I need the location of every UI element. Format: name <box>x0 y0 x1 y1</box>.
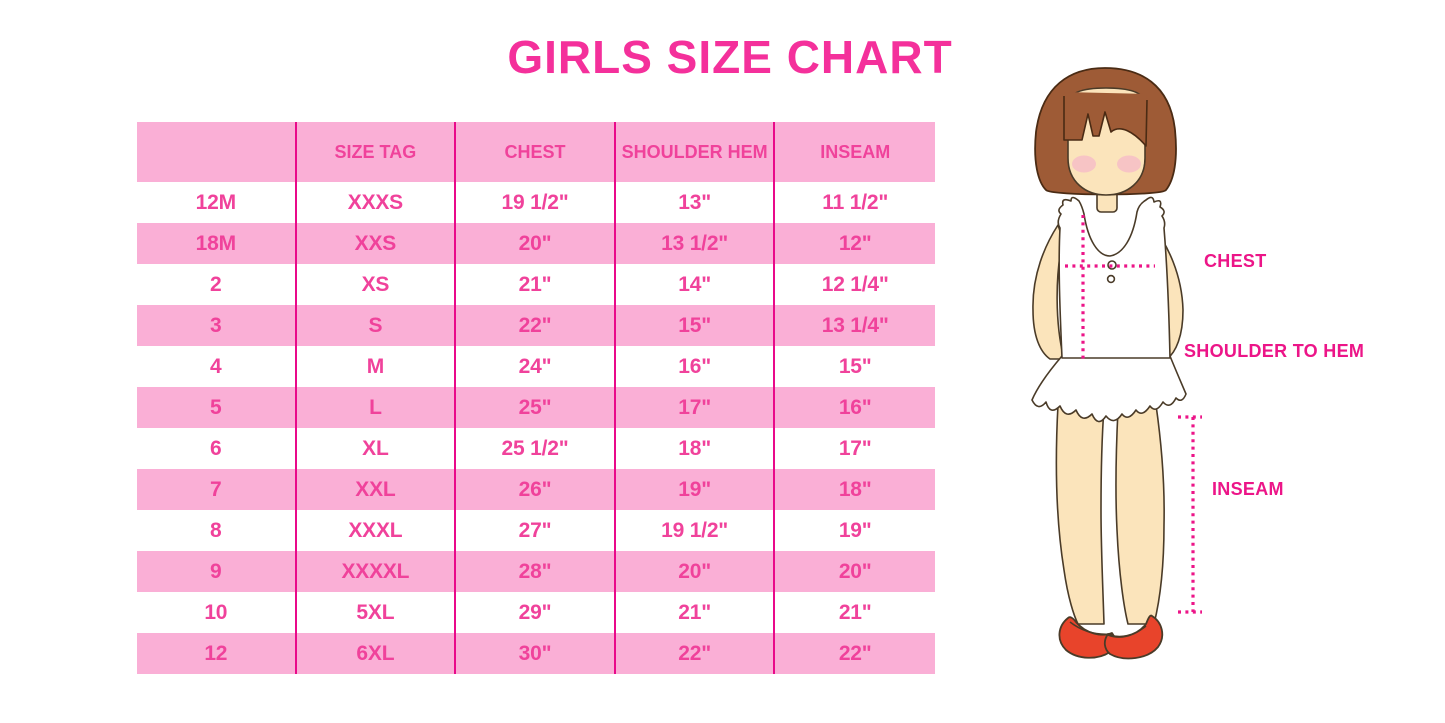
table-cell: 6 <box>137 428 297 469</box>
table-cell: L <box>297 387 457 428</box>
header-cell-size <box>137 122 297 182</box>
table-cell: 18" <box>616 428 776 469</box>
table-cell: 12" <box>838 231 872 255</box>
table-cell: 9 <box>137 551 297 592</box>
table-cell: 16" <box>616 346 776 387</box>
table-cell: 20" <box>616 551 776 592</box>
table-cell: 14" <box>616 264 776 305</box>
table-cell: XXXL <box>297 510 457 551</box>
table-cell: 6XL <box>297 633 457 674</box>
table-row: 4 M 24" 16" 15" <box>137 346 935 387</box>
header-cell-size-tag: SIZE TAG <box>297 122 457 182</box>
table-cell: 28" <box>456 551 616 592</box>
table-cell: 19 1/2" <box>456 182 616 223</box>
header-cell-chest: CHEST <box>456 122 616 182</box>
table-cell: 15" <box>616 305 776 346</box>
table-cell: 5XL <box>297 592 457 633</box>
table-cell: XXXS <box>297 182 457 223</box>
table-cell: 21" <box>838 600 872 624</box>
table-cell: 20" <box>456 223 616 264</box>
table-cell: 22" <box>838 641 872 665</box>
table-cell: 2 <box>137 264 297 305</box>
table-cell: 25 1/2" <box>456 428 616 469</box>
table-cell: XXXXL <box>297 551 457 592</box>
size-table-body: 12M XXXS 19 1/2" 13" 11 1/2" 18M XXS 20" 13 1/2"… <box>137 182 935 674</box>
table-cell: 4 <box>137 346 297 387</box>
table-cell: 19 1/2" <box>616 510 776 551</box>
table-row: 10 5XL 29" 21" 21" <box>137 592 935 633</box>
shoulder-hem-label: SHOULDER TO HEM <box>1184 341 1365 361</box>
header-cell-shoulder-hem: SHOULDER HEM <box>616 122 776 182</box>
table-cell: 24" <box>456 346 616 387</box>
table-cell: 17" <box>838 436 872 460</box>
table-cell: 22" <box>616 633 776 674</box>
hair-fringe-edge <box>1063 96 1148 147</box>
table-cell: 12M <box>137 182 297 223</box>
table-row: 12 6XL 30" 22" 22" <box>137 633 935 674</box>
table-cell: XXL <box>297 469 457 510</box>
left-leg <box>1055 404 1105 625</box>
inseam-label: INSEAM <box>1212 479 1284 499</box>
table-row: 8 XXXL 27" 19 1/2" 19" <box>137 510 935 551</box>
table-cell: 5 <box>137 387 297 428</box>
table-cell: 22" <box>456 305 616 346</box>
table-cell: XS <box>297 264 457 305</box>
table-cell: 19" <box>616 469 776 510</box>
table-cell: 7 <box>137 469 297 510</box>
table-cell: 25" <box>456 387 616 428</box>
top-button-2 <box>1106 274 1116 284</box>
table-cell: 12 <box>137 633 297 674</box>
table-cell: 12 1/4" <box>821 272 889 296</box>
table-row: 2 XS 21" 14" 12 1/4" <box>137 264 935 305</box>
table-cell: XL <box>297 428 457 469</box>
table-cell: 8 <box>137 510 297 551</box>
skirt <box>1031 355 1187 423</box>
table-row: 9 XXXXL 28" 20" 20" <box>137 551 935 592</box>
right-blush <box>1117 155 1141 173</box>
table-cell: 27" <box>456 510 616 551</box>
table-row: 3 S 22" 15" 13 1/4" <box>137 305 935 346</box>
table-cell: 30" <box>456 633 616 674</box>
table-cell: XXS <box>297 223 457 264</box>
right-shoe <box>1103 614 1164 660</box>
table-cell: 13 1/2" <box>616 223 776 264</box>
table-row: 18M XXS 20" 13 1/2" 12" <box>137 223 935 264</box>
table-cell: 13" <box>616 182 776 223</box>
table-row: 5 L 25" 17" 16" <box>137 387 935 428</box>
table-row: 7 XXL 26" 19" 18" <box>137 469 935 510</box>
chest-label: CHEST <box>1204 251 1267 271</box>
header-cell-inseam: INSEAM <box>820 141 891 162</box>
table-header-row: SIZE TAG CHEST SHOULDER HEM INSEAM <box>137 122 935 182</box>
table-cell: 10 <box>137 592 297 633</box>
table-cell: 19" <box>838 518 872 542</box>
size-table: SIZE TAG CHEST SHOULDER HEM INSEAM 12M XX… <box>137 122 935 674</box>
table-row: 6 XL 25 1/2" 18" 17" <box>137 428 935 469</box>
table-cell: 16" <box>838 395 872 419</box>
table-cell: 21" <box>456 264 616 305</box>
table-cell: 21" <box>616 592 776 633</box>
table-cell: 11 1/2" <box>822 190 889 214</box>
table-cell: M <box>297 346 457 387</box>
table-cell: 29" <box>456 592 616 633</box>
girl-illustration <box>1031 67 1202 660</box>
right-shoe-strap <box>1107 625 1147 638</box>
table-cell: 17" <box>616 387 776 428</box>
table-cell: S <box>297 305 457 346</box>
table-cell: 20" <box>838 559 872 583</box>
right-leg <box>1115 404 1165 625</box>
table-row: 12M XXXS 19 1/2" 13" 11 1/2" <box>137 182 935 223</box>
left-arm <box>1032 224 1065 360</box>
left-blush <box>1072 155 1096 173</box>
table-cell: 13 1/4" <box>821 313 889 337</box>
table-cell: 18" <box>838 477 872 501</box>
table-cell: 26" <box>456 469 616 510</box>
table-cell: 15" <box>838 354 872 378</box>
hair-fringe <box>1064 92 1147 146</box>
table-cell: 18M <box>137 223 297 264</box>
page-title: GIRLS SIZE CHART <box>507 31 953 83</box>
table-cell: 3 <box>137 305 297 346</box>
